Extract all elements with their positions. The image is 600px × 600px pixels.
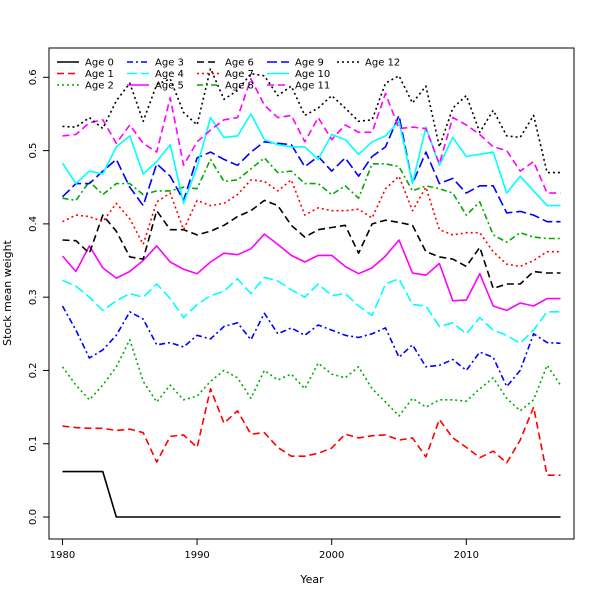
legend-label: Age 10	[295, 69, 330, 80]
legend-label: Age 2	[85, 81, 114, 92]
series-line-age-7	[62, 175, 561, 268]
series-line-age-8	[62, 157, 561, 243]
y-tick-label: 0.4	[28, 216, 39, 232]
y-tick-label: 0.1	[28, 436, 39, 452]
series-line-age-3	[61, 305, 561, 388]
y-tick-label: 0.6	[28, 69, 39, 85]
legend-label: Age 3	[155, 58, 184, 69]
series-layer	[61, 67, 562, 518]
legend-label: Age 7	[225, 69, 254, 80]
series-line-age-9	[61, 114, 561, 223]
series-line-age-1	[62, 387, 561, 477]
x-tick-label: 2010	[454, 550, 479, 561]
legend-label: Age 12	[365, 58, 400, 69]
x-tick-label: 2000	[319, 550, 344, 561]
series-line-age-6	[62, 199, 561, 290]
legend-label: Age 4	[155, 69, 184, 80]
y-tick-label: 0.2	[28, 362, 39, 378]
legend-label: Age 0	[85, 58, 114, 69]
series-line-age-4	[62, 276, 561, 345]
y-tick-label: 0.0	[28, 509, 39, 525]
plot-frame	[48, 47, 575, 540]
series-line-age-0	[62, 470, 561, 518]
series-line-age-2	[61, 338, 562, 417]
legend-label: Age 9	[295, 58, 324, 69]
x-tick-label: 1980	[50, 550, 75, 561]
legend-label: Age 11	[295, 81, 330, 92]
y-axis: 0.0 0.1 0.2 0.3 0.4 0.5 0.6	[28, 69, 49, 525]
legend-label: Age 5	[155, 81, 184, 92]
legend-label: Age 6	[225, 58, 254, 69]
y-tick-label: 0.5	[28, 143, 39, 159]
x-axis: 1980 1990 2000 2010	[50, 539, 479, 561]
y-tick-label: 0.3	[28, 289, 39, 305]
series-line-age-10	[61, 113, 561, 207]
y-axis-label: Stock mean weight	[1, 239, 14, 345]
x-axis-label: Year	[299, 573, 324, 586]
x-tick-label: 1990	[184, 550, 209, 561]
legend-label: Age 1	[85, 69, 114, 80]
series-line-age-5	[61, 233, 561, 312]
legend-label: Age 8	[225, 81, 254, 92]
